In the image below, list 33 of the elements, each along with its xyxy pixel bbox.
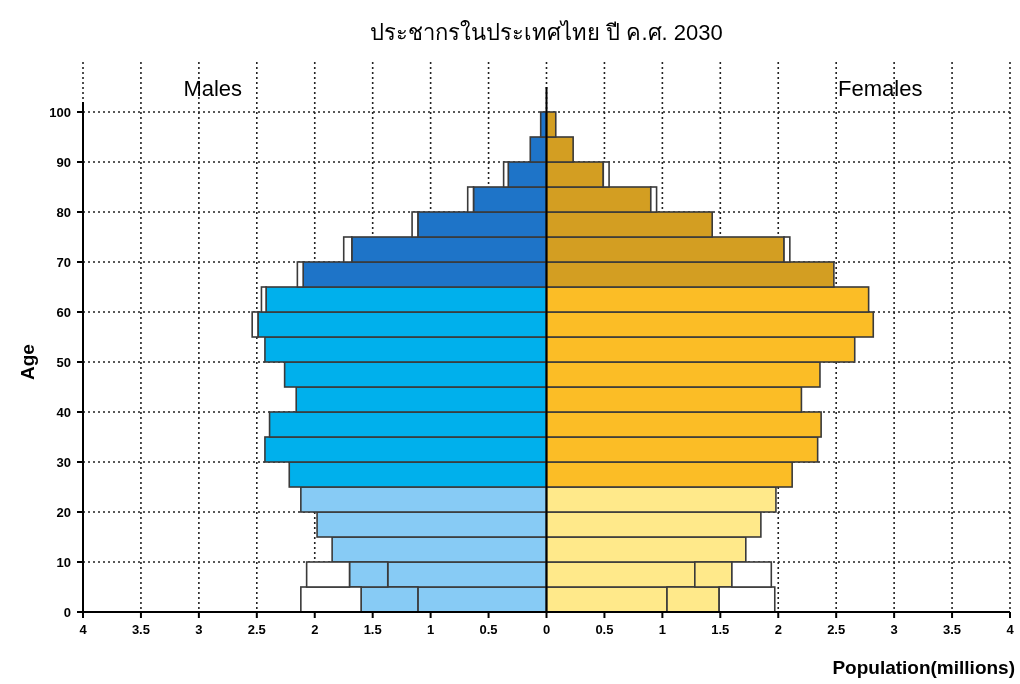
x-tick-label: 3 <box>195 622 203 637</box>
annotation: Females <box>838 76 923 101</box>
y-tick-label: 50 <box>56 355 71 370</box>
x-tick-label: 2.5 <box>827 622 846 637</box>
y-tick-label: 60 <box>56 305 71 320</box>
y-tick-label: 20 <box>56 505 71 520</box>
x-tick-label: 0.5 <box>479 622 498 637</box>
annotation: Males <box>183 76 243 101</box>
x-tick-label: 4 <box>1006 622 1015 637</box>
x-tick-label: 0.5 <box>595 622 614 637</box>
x-tick-label: 3 <box>890 622 898 637</box>
x-tick-label: 2 <box>774 622 782 637</box>
x-axis-title: Population(millions) <box>832 657 1015 678</box>
x-tick-label: 1.5 <box>363 622 382 637</box>
y-tick-label: 0 <box>63 605 71 620</box>
y-tick-label: 40 <box>56 405 71 420</box>
y-tick-label: 100 <box>49 105 71 120</box>
x-tick-label: 1.5 <box>711 622 730 637</box>
x-tick-label: 0 <box>542 622 551 637</box>
x-tick-label: 1 <box>427 622 435 637</box>
x-tick-label: 3.5 <box>943 622 962 637</box>
x-tick-label: 1 <box>658 622 666 637</box>
y-tick-label: 90 <box>56 155 71 170</box>
x-tick-label: 2 <box>311 622 319 637</box>
y-tick-label: 10 <box>56 555 71 570</box>
y-tick-label: 70 <box>56 255 71 270</box>
x-tick-label: 3.5 <box>131 622 150 637</box>
x-tick-label: 4 <box>79 622 88 637</box>
x-tick-label: 2.5 <box>247 622 266 637</box>
y-axis-title: Age <box>17 344 38 380</box>
y-tick-label: 80 <box>56 205 71 220</box>
y-tick-label: 30 <box>56 455 71 470</box>
chart-title: ประชากรในประเทศไทย ปี ค.ศ. 2030 <box>370 20 723 45</box>
